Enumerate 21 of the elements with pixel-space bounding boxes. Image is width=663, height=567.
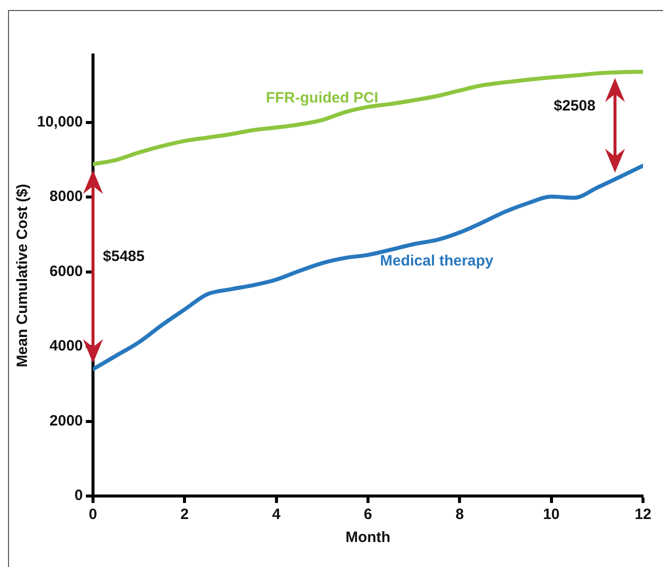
y-tick-label: 0 — [74, 487, 83, 504]
x-tick-label: 4 — [272, 506, 282, 524]
series-label: Medical therapy — [380, 252, 494, 270]
y-axis-title: Mean Cumulative Cost ($) — [14, 184, 32, 368]
x-tick-label: 0 — [88, 506, 98, 524]
x-tick-label: 12 — [634, 506, 652, 524]
x-tick-label: 10 — [542, 506, 560, 524]
x-tick-label: 8 — [455, 506, 464, 524]
y-tick-label: 2000 — [50, 412, 83, 430]
line-series — [92, 164, 643, 372]
y-tick-label: 6000 — [50, 262, 83, 280]
x-tick-label: 6 — [364, 506, 372, 524]
y-tick-label: 8000 — [50, 188, 83, 206]
annotation: $5485 — [102, 248, 145, 265]
x-tick-label: 2 — [180, 506, 189, 524]
y-tick-label: 4000 — [50, 338, 83, 355]
x-axis-title: Month — [345, 529, 390, 546]
annotation: $2508 — [554, 98, 596, 115]
y-tick-label: 10,000 — [36, 113, 83, 130]
series-label: FFR-guided PCI — [266, 90, 378, 107]
line-series — [92, 70, 643, 166]
